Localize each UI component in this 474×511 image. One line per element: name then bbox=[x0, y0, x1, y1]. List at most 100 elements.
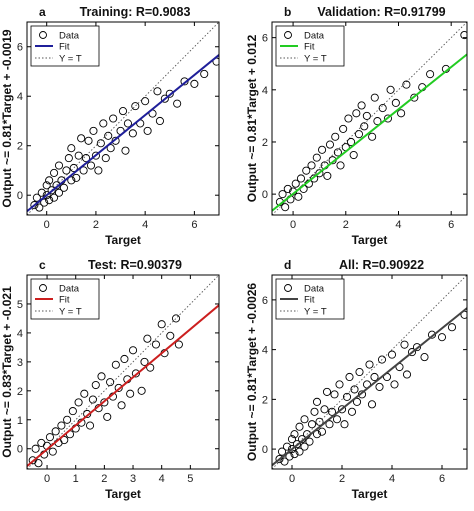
axes-frame bbox=[271, 274, 468, 470]
y-tick-label: 4 bbox=[17, 328, 23, 340]
axes-frame bbox=[26, 274, 220, 470]
data-point bbox=[447, 323, 457, 332]
data-point bbox=[370, 372, 379, 382]
data-point bbox=[325, 140, 335, 149]
data-point bbox=[74, 151, 83, 160]
data-point bbox=[317, 427, 327, 436]
data-point bbox=[72, 173, 81, 182]
data-point bbox=[35, 203, 44, 212]
panels: 0 2 4 6 0 2 4 6 Target Output ~= 0.81*Target + -0… bbox=[0, 5, 468, 501]
data-point bbox=[89, 126, 98, 135]
data-point bbox=[322, 387, 332, 396]
data-point bbox=[171, 314, 181, 323]
fit-line bbox=[27, 54, 219, 213]
x-tick-label: 2 bbox=[93, 219, 99, 231]
data-point bbox=[280, 457, 289, 466]
data-point bbox=[294, 192, 303, 201]
data-point bbox=[400, 340, 409, 349]
legend-entry: Y = T bbox=[59, 307, 82, 318]
data-point bbox=[59, 183, 68, 192]
data-point bbox=[300, 415, 309, 424]
data-point bbox=[74, 398, 83, 407]
data-point bbox=[437, 333, 447, 342]
data-point bbox=[402, 80, 411, 89]
data-point bbox=[69, 163, 78, 173]
plot-area bbox=[272, 22, 467, 215]
data-point bbox=[337, 405, 347, 414]
data-point bbox=[165, 89, 174, 98]
data-point bbox=[109, 114, 118, 123]
data-point bbox=[460, 30, 467, 40]
data-point bbox=[370, 93, 379, 102]
panel-letter: c bbox=[39, 258, 46, 272]
data-point bbox=[295, 422, 304, 431]
legend-entry: Fit bbox=[304, 295, 315, 306]
legend-entry: Data bbox=[304, 284, 325, 295]
data-point bbox=[117, 401, 126, 410]
data-point bbox=[283, 184, 292, 193]
x-axis-label: Target bbox=[105, 487, 141, 501]
data-point bbox=[375, 382, 384, 391]
data-point bbox=[386, 85, 395, 94]
data-point bbox=[357, 101, 366, 110]
data-point bbox=[383, 114, 392, 123]
data-point bbox=[340, 420, 349, 429]
data-point bbox=[378, 104, 387, 113]
data-point bbox=[141, 97, 150, 106]
fit-line bbox=[272, 53, 467, 212]
axes-frame bbox=[271, 21, 468, 216]
x-tick-label: 0 bbox=[44, 219, 50, 231]
data-point bbox=[84, 136, 93, 145]
y-tick-label: 6 bbox=[262, 295, 268, 307]
data-point bbox=[140, 357, 149, 366]
data-point bbox=[318, 145, 327, 154]
legend-entry: Data bbox=[304, 31, 325, 42]
x-tick-label: 6 bbox=[448, 219, 454, 231]
data-point bbox=[166, 331, 175, 340]
data-point bbox=[31, 444, 40, 453]
data-point bbox=[114, 383, 123, 392]
data-point bbox=[131, 369, 140, 378]
data-point bbox=[126, 389, 135, 398]
data-point bbox=[37, 188, 46, 197]
y-tick-label: 4 bbox=[17, 91, 23, 103]
data-point bbox=[335, 380, 344, 389]
data-point bbox=[285, 452, 294, 461]
panel-letter: d bbox=[284, 258, 291, 272]
panel-title: Test: R=0.90379 bbox=[88, 258, 182, 272]
x-tick-label: 1 bbox=[73, 473, 79, 485]
x-tick-label: 4 bbox=[142, 219, 148, 231]
legend-entry: Y = T bbox=[304, 307, 327, 318]
data-point bbox=[42, 191, 51, 200]
data-point bbox=[387, 350, 397, 359]
data-point bbox=[342, 392, 352, 401]
y-tick-label: 2 bbox=[262, 137, 268, 149]
data-point bbox=[402, 370, 412, 379]
panel-letter: a bbox=[39, 5, 46, 19]
y-tick-label: 0 bbox=[17, 190, 23, 202]
data-point bbox=[153, 87, 162, 96]
data-point bbox=[277, 447, 287, 456]
data-point bbox=[336, 161, 345, 170]
data-point bbox=[77, 134, 86, 143]
legend-entry: Fit bbox=[59, 295, 70, 306]
x-tick-label: 4 bbox=[389, 473, 395, 485]
data-point bbox=[106, 144, 115, 153]
data-point bbox=[157, 320, 166, 329]
data-point bbox=[94, 166, 103, 175]
data-point bbox=[362, 111, 371, 120]
data-point bbox=[282, 442, 292, 451]
data-point bbox=[312, 153, 321, 162]
data-point bbox=[315, 417, 324, 426]
data-point bbox=[310, 174, 319, 183]
data-point bbox=[79, 166, 88, 175]
data-point bbox=[349, 150, 358, 160]
y-tick-label: 2 bbox=[17, 141, 23, 153]
panel-c: 0 1 2 3 4 5 0 1 2 3 4 5 Target Output ~= 0.83*Target … bbox=[0, 258, 220, 501]
data-point bbox=[291, 179, 300, 188]
y-tick-label: 5 bbox=[17, 299, 23, 311]
x-tick-label: 0 bbox=[289, 473, 295, 485]
data-point bbox=[300, 442, 309, 451]
